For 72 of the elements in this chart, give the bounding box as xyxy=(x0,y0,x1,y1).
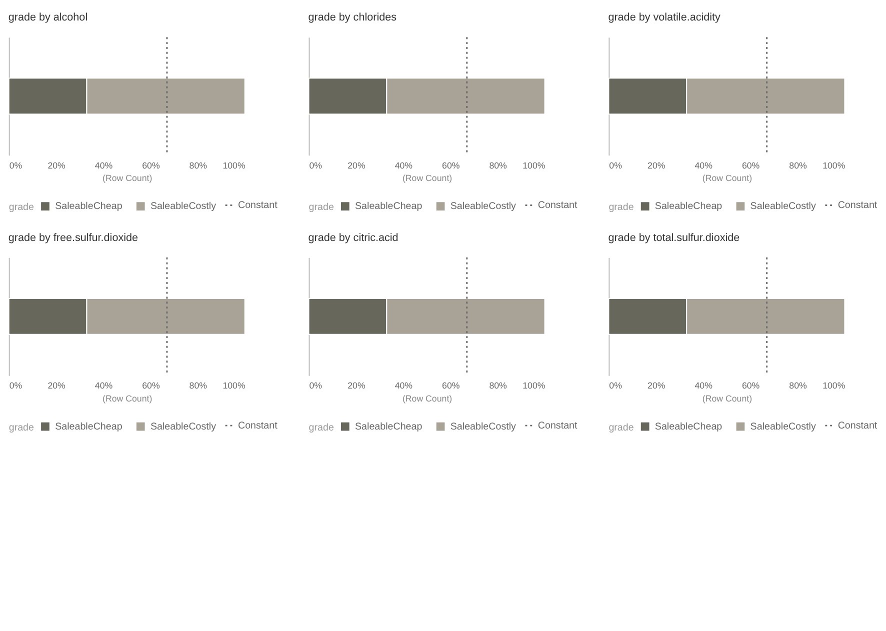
x-tick-label: 20% xyxy=(648,160,666,170)
x-tick-label: 80% xyxy=(189,380,208,391)
legend-label: SaleableCostly xyxy=(750,422,816,433)
legend-label: Constant xyxy=(238,420,278,432)
legend-label: SaleableCheap xyxy=(55,201,123,212)
x-tick-label: 80% xyxy=(489,380,508,391)
x-tick-label: 80% xyxy=(489,160,508,170)
x-tick-label: 20% xyxy=(48,380,66,391)
x-tick-label: 60% xyxy=(742,380,760,391)
legend-title: grade xyxy=(608,202,634,214)
x-tick-label: 60% xyxy=(142,160,160,170)
x-tick-label: 20% xyxy=(648,380,666,391)
legend-label: SaleableCostly xyxy=(150,201,216,212)
x-tick-label: 0% xyxy=(309,380,322,391)
legend-label: SaleableCostly xyxy=(750,201,816,212)
x-tick-label: 40% xyxy=(94,160,113,170)
chart-title: grade by chlorides xyxy=(308,12,398,24)
x-tick-label: 20% xyxy=(48,160,66,170)
x-tick-label: 100% xyxy=(822,380,846,391)
x-tick-label: 20% xyxy=(348,160,366,170)
x-tick-label: 100% xyxy=(822,160,846,170)
legend-title: grade xyxy=(308,422,334,434)
x-tick-label: 60% xyxy=(742,160,760,170)
x-axis-title: (Row Count) xyxy=(402,393,452,404)
x-tick-label: 100% xyxy=(222,380,246,391)
legend-label: SaleableCheap xyxy=(654,201,723,212)
x-tick-label: 80% xyxy=(789,380,807,391)
x-axis-title: (Row Count) xyxy=(702,173,752,184)
x-tick-label: 40% xyxy=(394,160,413,170)
x-tick-label: 100% xyxy=(522,380,546,391)
legend-label: Constant xyxy=(838,420,878,432)
x-tick-label: 0% xyxy=(609,160,622,170)
legend-label: SaleableCostly xyxy=(450,201,516,212)
x-tick-label: 80% xyxy=(189,160,208,170)
x-tick-label: 20% xyxy=(348,380,366,391)
x-axis-title: (Row Count) xyxy=(102,173,152,184)
x-tick-label: 100% xyxy=(522,160,546,170)
x-axis-title: (Row Count) xyxy=(102,393,152,404)
legend-label: Constant xyxy=(838,200,878,212)
x-tick-label: 40% xyxy=(694,160,713,170)
legend-label: SaleableCheap xyxy=(354,422,423,433)
legend-label: Constant xyxy=(538,420,578,432)
legend-label: SaleableCheap xyxy=(55,422,123,433)
chart-title: grade by free.sulfur.dioxide xyxy=(8,232,138,244)
legend-title: grade xyxy=(8,422,35,434)
chart-title: grade by volatile.acidity xyxy=(608,12,722,24)
x-tick-label: 40% xyxy=(694,380,713,391)
legend-label: SaleableCostly xyxy=(450,422,516,433)
x-axis-title: (Row Count) xyxy=(402,173,452,184)
legend-label: SaleableCostly xyxy=(150,422,216,433)
legend-title: grade xyxy=(308,202,334,214)
x-axis-title: (Row Count) xyxy=(702,393,752,404)
x-tick-label: 0% xyxy=(9,380,22,391)
x-tick-label: 40% xyxy=(94,380,113,391)
chart-title: grade by alcohol xyxy=(8,12,88,24)
legend-label: SaleableCheap xyxy=(654,422,723,433)
x-tick-label: 0% xyxy=(609,380,622,391)
x-tick-label: 100% xyxy=(222,160,246,170)
legend-label: SaleableCheap xyxy=(354,201,423,212)
x-tick-label: 60% xyxy=(142,380,160,391)
chart-title: grade by total.sulfur.dioxide xyxy=(608,232,740,244)
x-tick-label: 0% xyxy=(9,160,22,170)
x-tick-label: 40% xyxy=(394,380,413,391)
x-tick-label: 0% xyxy=(309,160,322,170)
x-tick-label: 80% xyxy=(789,160,807,170)
legend-label: Constant xyxy=(238,200,278,212)
legend-title: grade xyxy=(608,422,634,434)
x-tick-label: 60% xyxy=(442,380,460,391)
legend-label: Constant xyxy=(538,200,578,212)
x-tick-label: 60% xyxy=(442,160,460,170)
chart-title: grade by citric.acid xyxy=(308,232,398,244)
legend-title: grade xyxy=(8,202,35,214)
